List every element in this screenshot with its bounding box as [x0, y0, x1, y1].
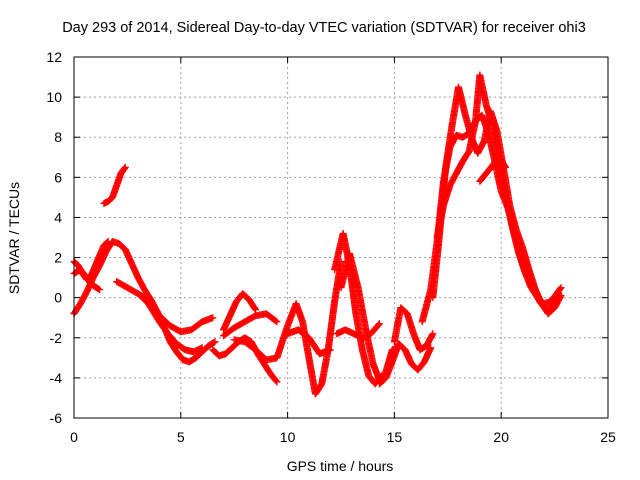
data-point: [429, 330, 437, 338]
data-point: [210, 338, 218, 346]
data-point: [272, 317, 280, 325]
data-point: [251, 305, 259, 313]
series-7: [209, 334, 281, 386]
data-point: [198, 344, 206, 352]
y-tick-label: 0: [54, 290, 62, 306]
data-series: [70, 71, 565, 398]
data-point: [121, 164, 129, 172]
data-point: [209, 314, 217, 322]
data-point: [557, 284, 565, 292]
chart-title: Day 293 of 2014, Sidereal Day-to-day VTE…: [62, 20, 586, 36]
y-tick-label: 8: [54, 129, 62, 145]
data-point: [326, 346, 334, 354]
data-point: [557, 292, 565, 300]
data-point: [95, 285, 103, 293]
data-point: [96, 286, 104, 294]
x-tick-label: 15: [387, 429, 403, 445]
data-point: [427, 344, 435, 352]
data-point: [211, 338, 219, 346]
y-tick-label: -6: [50, 410, 63, 426]
y-axis-label: SDTVAR / TECUs: [6, 182, 22, 294]
series-11: [284, 326, 334, 358]
series-3: [70, 266, 104, 294]
y-tick-label: 4: [54, 209, 62, 225]
data-point: [252, 306, 260, 314]
series-4: [100, 163, 129, 207]
data-point: [556, 285, 564, 293]
data-point: [103, 238, 111, 246]
y-tick-label: 12: [46, 49, 62, 65]
series-16: [390, 304, 437, 354]
x-tick-label: 20: [493, 429, 509, 445]
series-18: [429, 83, 565, 318]
series-20: [476, 153, 509, 185]
data-point: [375, 320, 383, 328]
x-tick-label: 0: [70, 429, 78, 445]
series-14: [333, 320, 383, 342]
data-point: [272, 377, 280, 385]
plot-frame: [73, 56, 609, 419]
y-tick-label: 6: [54, 169, 62, 185]
data-point: [501, 163, 509, 171]
data-point: [273, 318, 281, 326]
x-tick-label: 25: [600, 429, 616, 445]
y-tick-label: -4: [50, 370, 63, 386]
data-point: [501, 162, 509, 170]
series-10: [230, 258, 345, 398]
data-point: [104, 238, 112, 246]
series-15: [375, 340, 435, 388]
series-12: [331, 229, 386, 388]
y-tick-label: -2: [50, 330, 63, 346]
axis-ticks: 0 5 10 15 20 25 -6 -4 -2 0 2 4 6 8 10 12: [46, 49, 616, 445]
x-tick-label: 10: [280, 429, 296, 445]
x-axis-label: GPS time / hours: [287, 458, 394, 474]
series-9: [220, 310, 281, 340]
data-point: [375, 321, 383, 329]
data-point: [273, 378, 281, 386]
data-point: [121, 163, 129, 171]
x-tick-label: 5: [177, 429, 185, 445]
series-8: [220, 290, 260, 334]
y-tick-label: 2: [54, 250, 62, 266]
y-tick-label: 10: [46, 89, 62, 105]
series-6: [134, 290, 206, 356]
series-2: [70, 238, 112, 284]
